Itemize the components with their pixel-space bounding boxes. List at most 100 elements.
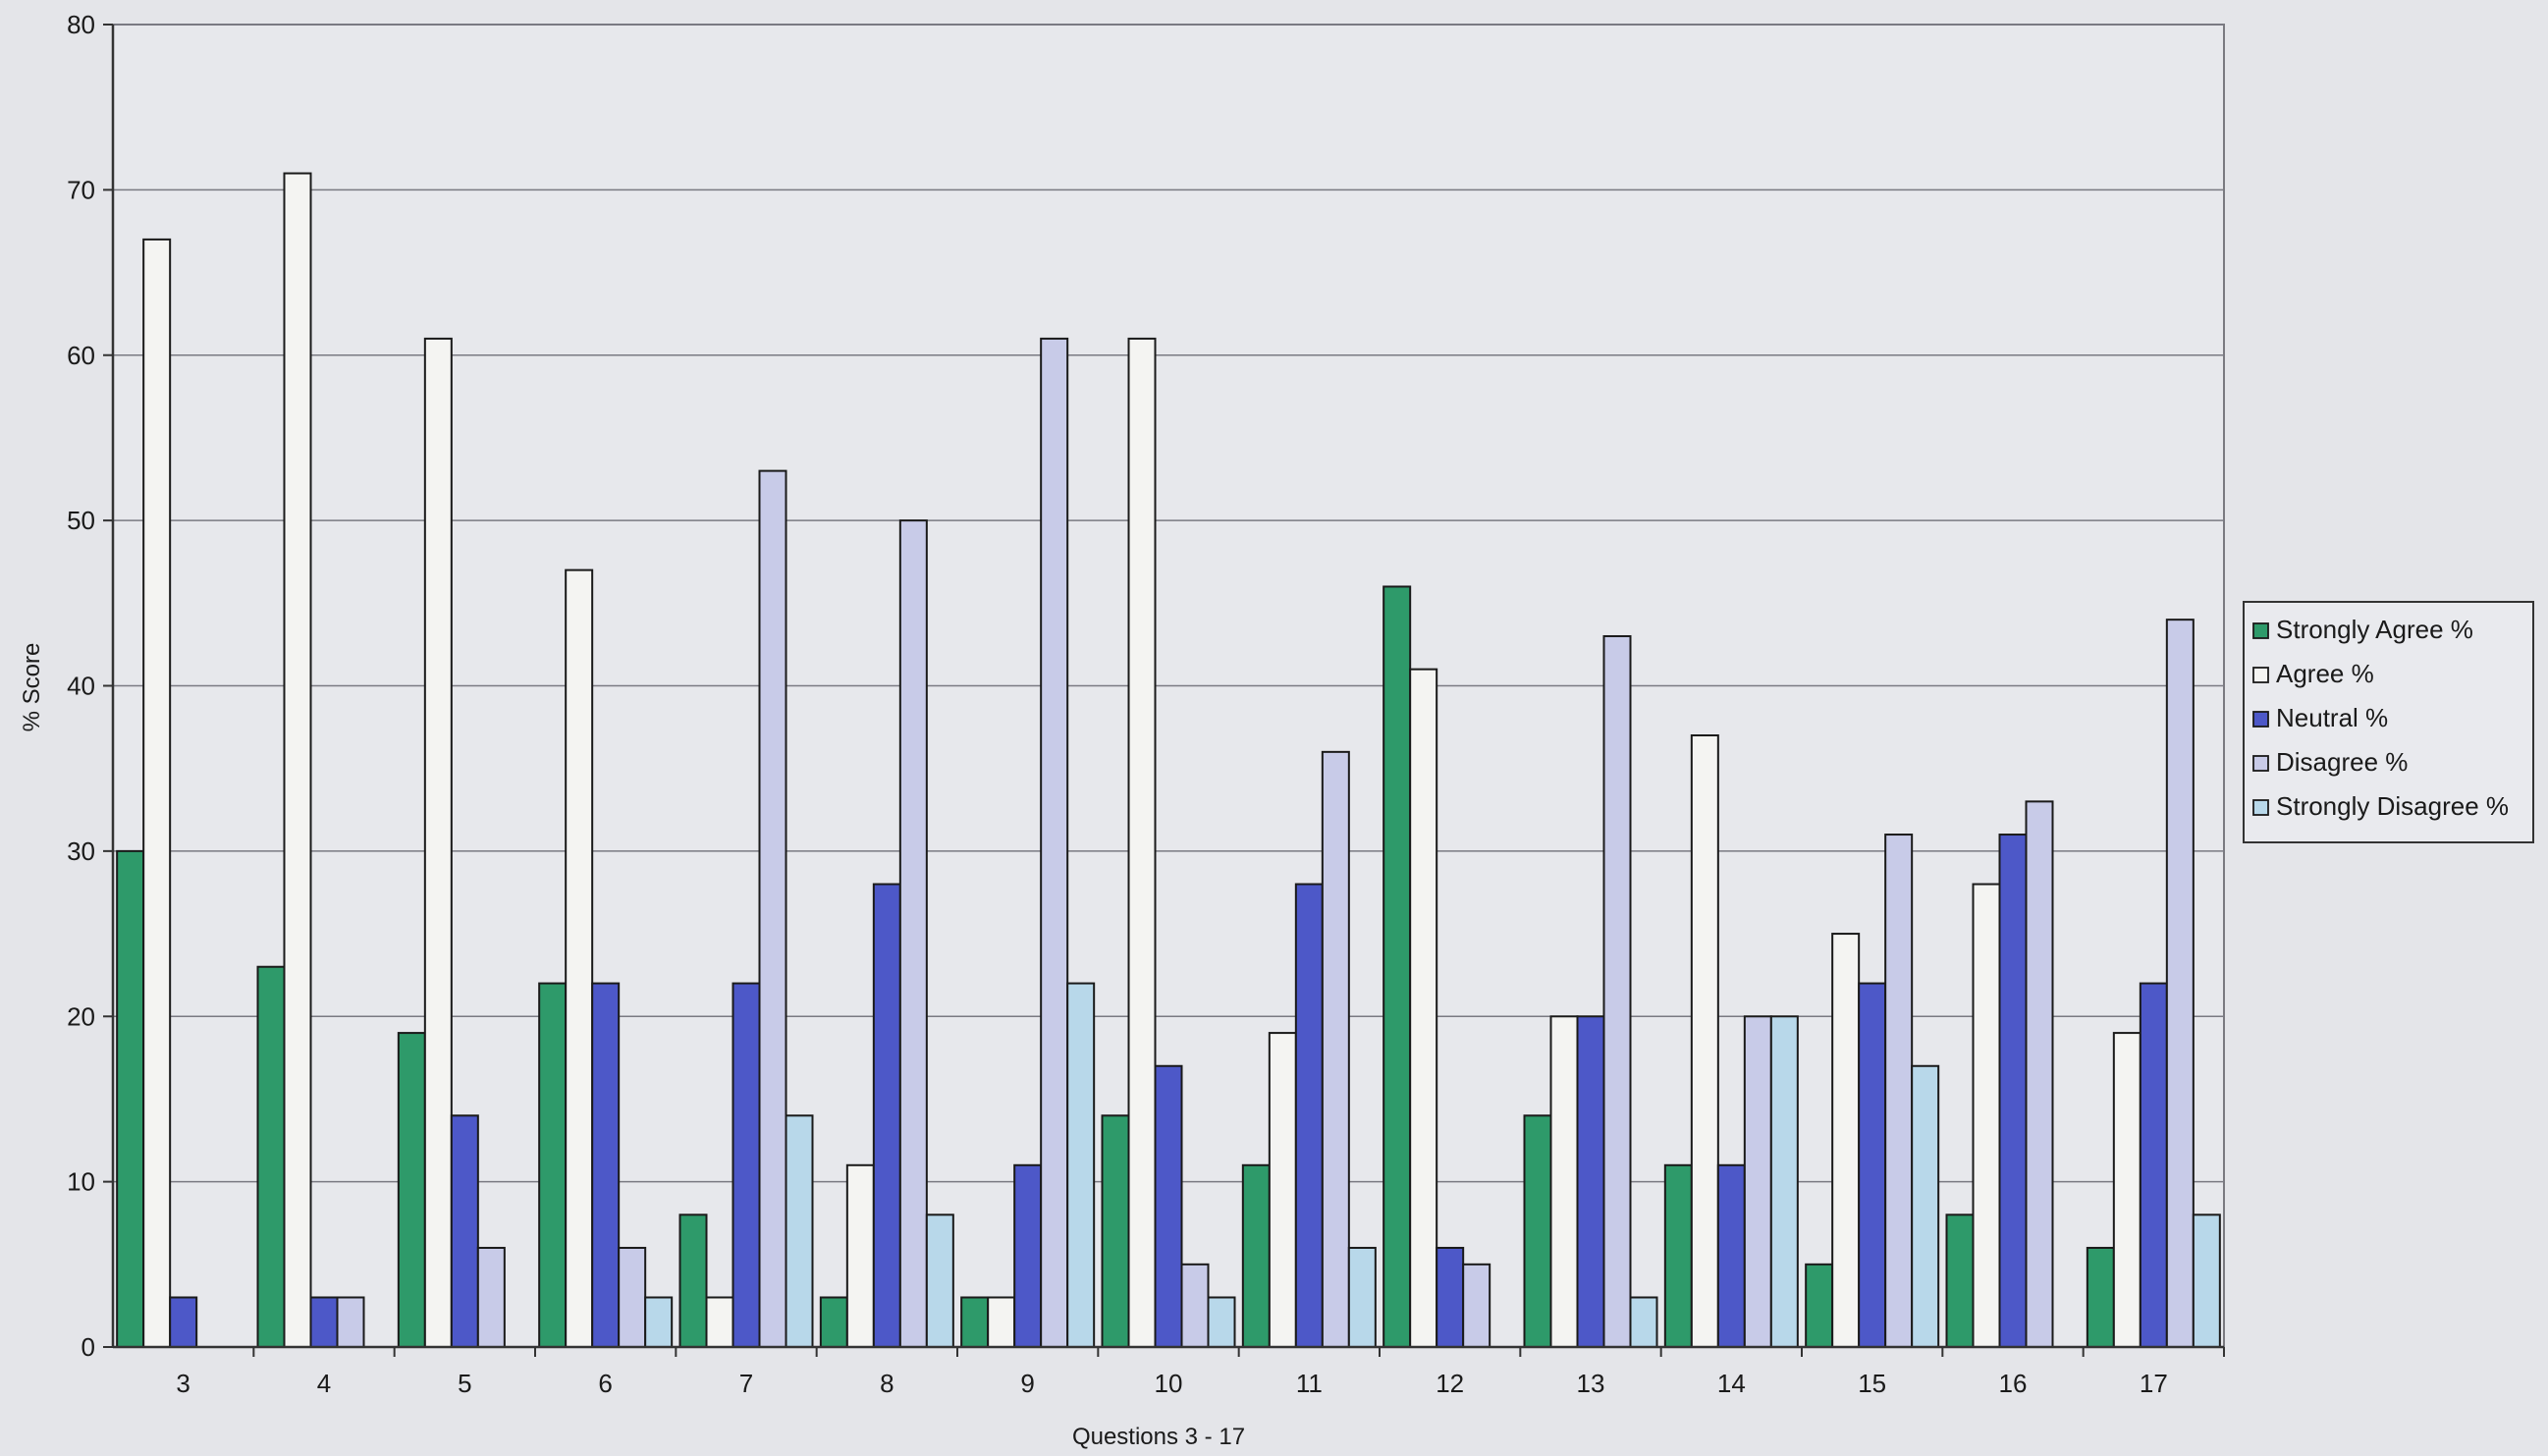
- y-tick-label: 0: [81, 1332, 95, 1362]
- bar: [309, 1296, 339, 1349]
- bar: [116, 849, 145, 1348]
- x-tick-label: 13: [1577, 1369, 1605, 1398]
- bar: [819, 1296, 848, 1349]
- bar: [705, 1296, 734, 1349]
- y-tick-label: 20: [67, 1001, 95, 1031]
- bar: [450, 1114, 479, 1349]
- legend-label: Strongly Disagree %: [2276, 791, 2509, 821]
- bar: [678, 1213, 708, 1349]
- bar: [1858, 982, 1887, 1348]
- bar: [1154, 1064, 1183, 1348]
- y-tick-label: 60: [67, 341, 95, 370]
- bar: [1549, 1015, 1579, 1348]
- legend-label: Neutral %: [2276, 703, 2388, 732]
- bar: [1576, 1015, 1605, 1348]
- bar: [283, 172, 312, 1349]
- x-axis-title: Questions 3 - 17: [1072, 1424, 1245, 1450]
- bar: [1602, 634, 1632, 1348]
- x-tick-label: 15: [1858, 1369, 1886, 1398]
- bar: [423, 337, 453, 1349]
- x-tick-label: 6: [598, 1369, 612, 1398]
- bar: [925, 1213, 954, 1349]
- bar: [476, 1246, 506, 1348]
- bar: [565, 568, 594, 1348]
- bar: [1629, 1296, 1658, 1349]
- x-tick-label: 9: [1020, 1369, 1034, 1398]
- bar: [1663, 1163, 1693, 1348]
- bar: [1013, 1163, 1043, 1348]
- legend-label: Strongly Agree %: [2276, 615, 2473, 644]
- bar: [1523, 1114, 1552, 1349]
- legend-label: Agree %: [2276, 659, 2374, 688]
- bar: [1382, 585, 1412, 1348]
- bar: [1998, 834, 2028, 1348]
- y-tick-label: 70: [67, 175, 95, 204]
- bar: [1409, 668, 1438, 1348]
- y-tick-label: 40: [67, 672, 95, 701]
- bar: [1972, 883, 2001, 1348]
- y-axis-title: % Score: [19, 643, 45, 732]
- bar: [1716, 1163, 1746, 1348]
- bar: [898, 519, 928, 1348]
- x-tick-label: 8: [880, 1369, 894, 1398]
- bar: [1831, 933, 1861, 1348]
- bar: [732, 982, 761, 1348]
- bar: [1436, 1246, 1465, 1348]
- x-tick-label: 12: [1436, 1369, 1464, 1398]
- bar: [644, 1296, 674, 1349]
- bar: [1690, 734, 1719, 1348]
- bar: [872, 883, 901, 1348]
- bar: [1321, 750, 1350, 1348]
- axes: 0 10 20 30 40 50 60 70 80 3 4 5 6 7 8 9 10 11 12 13 14 15 16 17: [67, 10, 2225, 1398]
- y-tick-label: 80: [67, 10, 95, 39]
- bar: [2086, 1246, 2115, 1348]
- bar: [397, 1032, 426, 1349]
- bar: [1241, 1163, 1271, 1348]
- bar: [256, 965, 286, 1348]
- bar: [1805, 1263, 1834, 1348]
- bar: [169, 1296, 198, 1349]
- bar: [1743, 1015, 1772, 1348]
- bar: [1101, 1114, 1130, 1349]
- bar: [1945, 1213, 1975, 1349]
- x-tick-label: 3: [176, 1369, 190, 1398]
- x-tick-label: 17: [2140, 1369, 2168, 1398]
- bar: [142, 238, 172, 1349]
- bar: [758, 469, 787, 1348]
- x-tick-label: 16: [1999, 1369, 2028, 1398]
- bar: [1180, 1263, 1210, 1348]
- bar: [1066, 982, 1096, 1348]
- x-tick-label: 7: [739, 1369, 753, 1398]
- x-tick-label: 4: [317, 1369, 331, 1398]
- x-tick-label: 14: [1717, 1369, 1746, 1398]
- bar: [1911, 1064, 1940, 1348]
- x-tick-label: 10: [1155, 1369, 1183, 1398]
- bar: [960, 1296, 990, 1349]
- bar: [2192, 1213, 2221, 1349]
- bar: [1462, 1263, 1491, 1348]
- bar: [618, 1246, 647, 1348]
- bar: [2165, 619, 2195, 1348]
- bar: [987, 1296, 1016, 1349]
- bar: [1040, 337, 1069, 1349]
- legend: Strongly Agree % Agree % Neutral % Disagree…: [2243, 601, 2534, 843]
- legend-box: [2243, 601, 2534, 843]
- x-tick-label: 5: [458, 1369, 471, 1398]
- legend-swatch: [2252, 622, 2269, 639]
- bar: [1884, 834, 1914, 1348]
- bar: [845, 1163, 875, 1348]
- bar: [538, 982, 568, 1348]
- bar: [785, 1114, 814, 1349]
- bar: [2139, 982, 2168, 1348]
- bar: [1347, 1246, 1377, 1348]
- bar: [1294, 883, 1324, 1348]
- y-tick-label: 50: [67, 506, 95, 535]
- bar: [1769, 1015, 1799, 1348]
- bar: [336, 1296, 365, 1349]
- bar: [1127, 337, 1157, 1349]
- legend-swatch: [2252, 799, 2269, 816]
- x-tick-label: 11: [1296, 1369, 1323, 1398]
- bar: [1268, 1032, 1297, 1349]
